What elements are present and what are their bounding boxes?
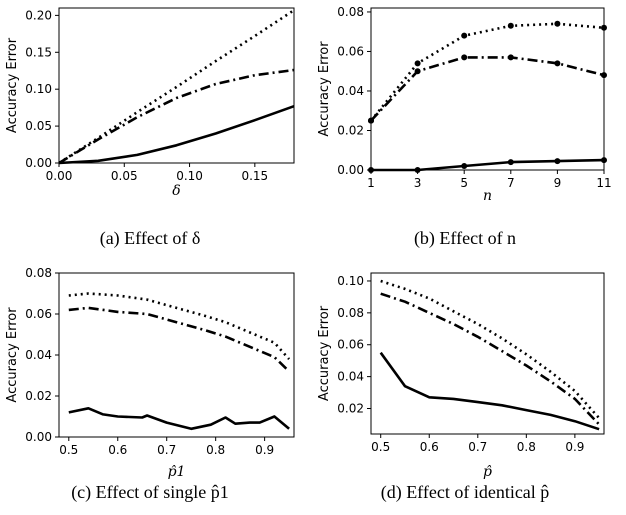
data-point: [414, 167, 421, 173]
data-point: [507, 159, 514, 166]
x-tick-label: 0.6: [420, 440, 439, 454]
x-tick-label: 0.10: [176, 169, 203, 183]
series-line-solid: [371, 158, 605, 172]
y-tick-label: 0.20: [25, 8, 52, 22]
series-line-dashdot: [370, 56, 605, 122]
series-line-solid: [68, 406, 290, 431]
x-tick-label: 7: [507, 176, 515, 190]
data-point: [601, 157, 607, 164]
y-tick-label: 0.08: [337, 306, 364, 320]
data-point: [368, 167, 374, 173]
y-tick-label: 0.06: [337, 338, 364, 352]
data-point: [601, 72, 607, 79]
data-point: [461, 163, 468, 170]
panel-caption: (a) Effect of δ: [100, 228, 201, 249]
plot-frame-3: [370, 272, 605, 435]
x-tick-label: 0.6: [108, 443, 127, 457]
y-tick-label: 0.04: [337, 84, 364, 98]
y-tick-label: 0.00: [25, 430, 52, 444]
y-tick-label: 0.04: [337, 370, 364, 384]
y-axis-label: Accuracy Error: [317, 41, 332, 137]
x-tick-label: 0.9: [565, 440, 584, 454]
x-tick-label: 1: [367, 176, 375, 190]
series-line-dotted: [380, 279, 601, 419]
x-tick-label: 3: [414, 176, 422, 190]
x-tick-label: 0.15: [241, 169, 268, 183]
x-tick-label: 11: [596, 176, 611, 190]
data-point: [461, 32, 468, 39]
x-axis-label: p̂: [483, 464, 492, 480]
x-tick-label: 0.7: [157, 443, 176, 457]
data-point: [554, 158, 561, 165]
y-tick-label: 0.02: [337, 401, 364, 415]
data-point: [601, 24, 607, 31]
panel-caption: (c) Effect of single p̂1: [71, 482, 229, 503]
x-axis-label: δ: [172, 183, 180, 199]
data-point: [554, 20, 561, 27]
series-line-dashdot: [380, 292, 601, 426]
x-tick-label: 0.00: [46, 169, 73, 183]
y-tick-label: 0.06: [25, 307, 52, 321]
data-point: [507, 22, 514, 29]
series-line-solid: [379, 351, 600, 431]
series-line-dashdot: [68, 306, 291, 373]
series-line-dotted: [68, 292, 291, 360]
data-point: [414, 68, 421, 75]
x-tick-label: 0.5: [371, 440, 390, 454]
y-tick-label: 0.02: [25, 389, 52, 403]
series-line-dotted: [58, 9, 295, 165]
x-tick-label: 9: [554, 176, 562, 190]
data-point: [507, 54, 514, 61]
plot-frame-0: [58, 7, 295, 164]
y-axis-label: Accuracy Error: [5, 37, 20, 133]
y-tick-label: 0.15: [25, 45, 52, 59]
y-tick-label: 0.08: [25, 266, 52, 280]
y-tick-label: 0.04: [25, 348, 52, 362]
x-tick-label: 0.05: [111, 169, 138, 183]
y-tick-label: 0.06: [337, 44, 364, 58]
data-point: [368, 117, 374, 124]
y-axis-label: Accuracy Error: [317, 305, 332, 401]
series-line-solid: [58, 104, 295, 165]
x-tick-label: 5: [460, 176, 468, 190]
data-point: [554, 60, 561, 67]
y-tick-label: 0.02: [337, 123, 364, 137]
series-line-dotted: [369, 22, 605, 122]
y-tick-label: 0.08: [337, 5, 364, 19]
panel-caption: (b) Effect of n: [414, 228, 516, 249]
plot-frame-1: [370, 7, 605, 171]
y-tick-label: 0.05: [25, 119, 52, 133]
plot-frame-2: [58, 272, 295, 438]
y-tick-label: 0.10: [337, 274, 364, 288]
data-point: [461, 54, 468, 61]
x-tick-label: 0.9: [255, 443, 274, 457]
x-tick-label: 0.5: [59, 443, 78, 457]
x-tick-label: 0.8: [206, 443, 225, 457]
x-tick-label: 0.7: [468, 440, 487, 454]
y-tick-label: 0.10: [25, 82, 52, 96]
x-axis-label: n: [483, 188, 492, 204]
x-axis-label: p̂1: [168, 464, 186, 480]
data-point: [414, 60, 421, 67]
panel-caption: (d) Effect of identical p̂: [381, 482, 550, 503]
y-tick-label: 0.00: [25, 156, 52, 170]
x-tick-label: 0.8: [517, 440, 536, 454]
series-line-dashdot: [58, 68, 295, 165]
y-axis-label: Accuracy Error: [5, 307, 20, 403]
y-tick-label: 0.00: [337, 163, 364, 177]
